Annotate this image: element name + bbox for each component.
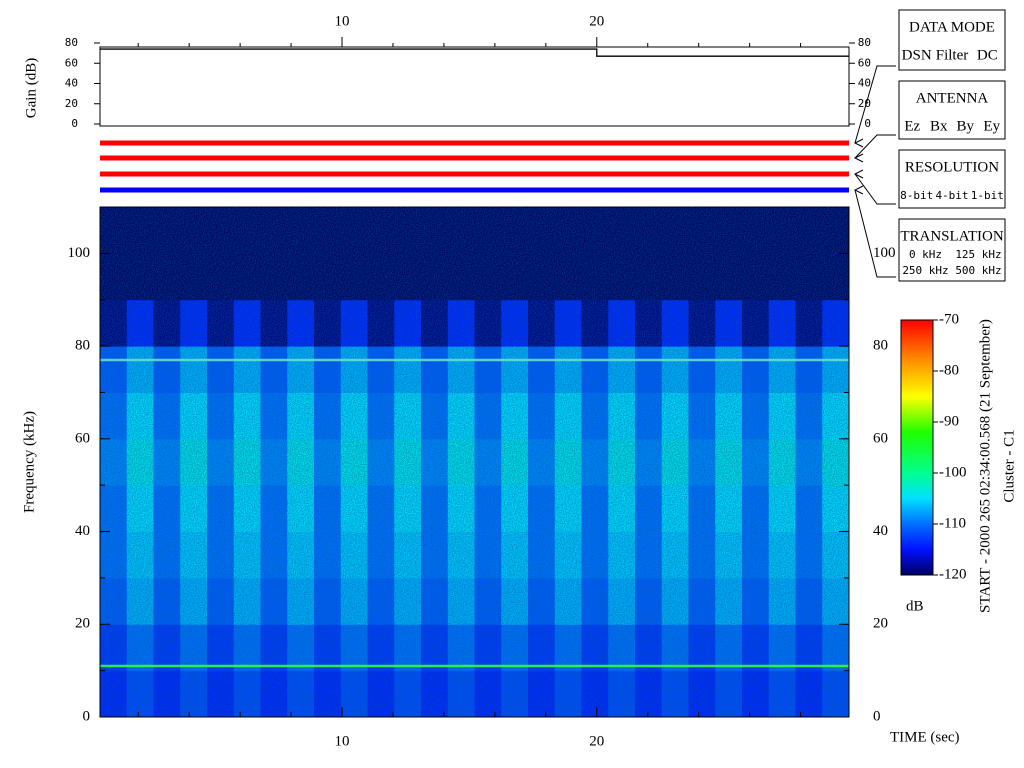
gain-tick-label: 40 <box>65 77 78 90</box>
colorbar-label: dB <box>906 598 924 614</box>
x-tick-label: 20 <box>589 13 604 29</box>
gain-line <box>100 48 849 57</box>
mode-option: 8-bit <box>900 189 933 202</box>
y-tick-label: 80 <box>75 338 90 354</box>
x-axis-label: TIME (sec) <box>890 729 960 745</box>
colorbar-tick-label: -110 <box>939 515 966 531</box>
mode-connector <box>854 65 896 144</box>
y-tick-label: 40 <box>75 523 90 539</box>
mode-option: DSN <box>902 47 932 63</box>
y-tick-label: 0 <box>873 708 881 724</box>
y-tick-label: 0 <box>83 708 91 724</box>
colorbar-tick-label: -100 <box>939 464 967 480</box>
plot-frame <box>99 206 850 718</box>
mode-bar <box>100 155 849 161</box>
gain-tick-label: 60 <box>65 56 78 69</box>
mode-title: RESOLUTION <box>905 159 999 175</box>
start-label: START - 2000 265 02:34:00.568 (21 Septem… <box>977 319 993 613</box>
mode-option: Ey <box>983 118 1000 134</box>
mode-option: Filter <box>936 47 969 63</box>
mode-box <box>898 80 1006 140</box>
y-tick-label: 100 <box>873 245 896 261</box>
gain-tick-label: 40 <box>858 77 871 90</box>
gain-frame <box>99 46 850 127</box>
mode-connector <box>854 189 896 278</box>
gain-tick-label: 80 <box>858 36 871 49</box>
gain-tick-label: 20 <box>858 97 871 110</box>
y-tick-label: 60 <box>873 430 888 446</box>
mode-option: Bx <box>930 118 948 134</box>
mode-connector <box>854 173 896 205</box>
gain-tick-label: 80 <box>65 36 78 49</box>
mode-option: 1-bit <box>971 189 1004 202</box>
mode-option: 0 kHz <box>909 248 942 261</box>
mode-arrow <box>853 138 864 148</box>
mode-box <box>898 218 1006 282</box>
x-tick-label: 20 <box>589 733 604 749</box>
mode-arrow <box>853 185 864 195</box>
gain-tick-label: 20 <box>65 97 78 110</box>
y-tick-label: 40 <box>873 523 888 539</box>
colorbar-tick-label: -80 <box>939 362 959 378</box>
y-tick-label: 20 <box>873 616 888 632</box>
colorbar <box>900 319 934 576</box>
mode-option: 500 kHz <box>955 264 1001 277</box>
mode-option: DC <box>977 47 998 63</box>
spacecraft-label: Cluster - C1 <box>1001 429 1017 502</box>
mode-option: 250 kHz <box>902 264 948 277</box>
y-tick-label: 20 <box>75 616 90 632</box>
mode-box <box>898 9 1006 71</box>
mode-arrow <box>853 169 864 179</box>
gain-axis-label: Gain (dB) <box>23 58 39 118</box>
x-tick-label: 10 <box>335 733 350 749</box>
y-axis-label: Frequency (kHz) <box>21 411 37 513</box>
mode-option: 125 kHz <box>955 248 1001 261</box>
mode-option: By <box>956 118 974 134</box>
gain-tick-label: 0 <box>864 117 871 130</box>
x-tick-label: 10 <box>335 13 350 29</box>
colorbar-tick-label: -70 <box>939 311 959 327</box>
colorbar-tick-label: -90 <box>939 413 959 429</box>
mode-title: TRANSLATION <box>900 228 1003 244</box>
mode-option: Ez <box>904 118 920 134</box>
plot-layer: 0 0 20 20 40 40 60 60 80 80 100 100 10 10 20 20 0 0 20 20 40… <box>65 9 1006 749</box>
mode-option: 4-bit <box>935 189 968 202</box>
mode-title: ANTENNA <box>916 90 989 106</box>
gain-tick-label: 60 <box>858 56 871 69</box>
mode-title: DATA MODE <box>909 19 995 35</box>
texture <box>100 207 849 717</box>
colorbar-tick-label: -120 <box>939 566 967 582</box>
y-tick-label: 80 <box>873 338 888 354</box>
mode-bar <box>100 171 849 177</box>
mode-bar <box>100 140 849 146</box>
mode-connector <box>854 134 896 159</box>
mode-bar <box>100 187 849 193</box>
mode-box <box>898 149 1006 209</box>
y-tick-label: 60 <box>75 430 90 446</box>
mode-arrow <box>853 153 864 163</box>
y-tick-label: 100 <box>68 245 91 261</box>
gain-tick-label: 0 <box>71 117 78 130</box>
